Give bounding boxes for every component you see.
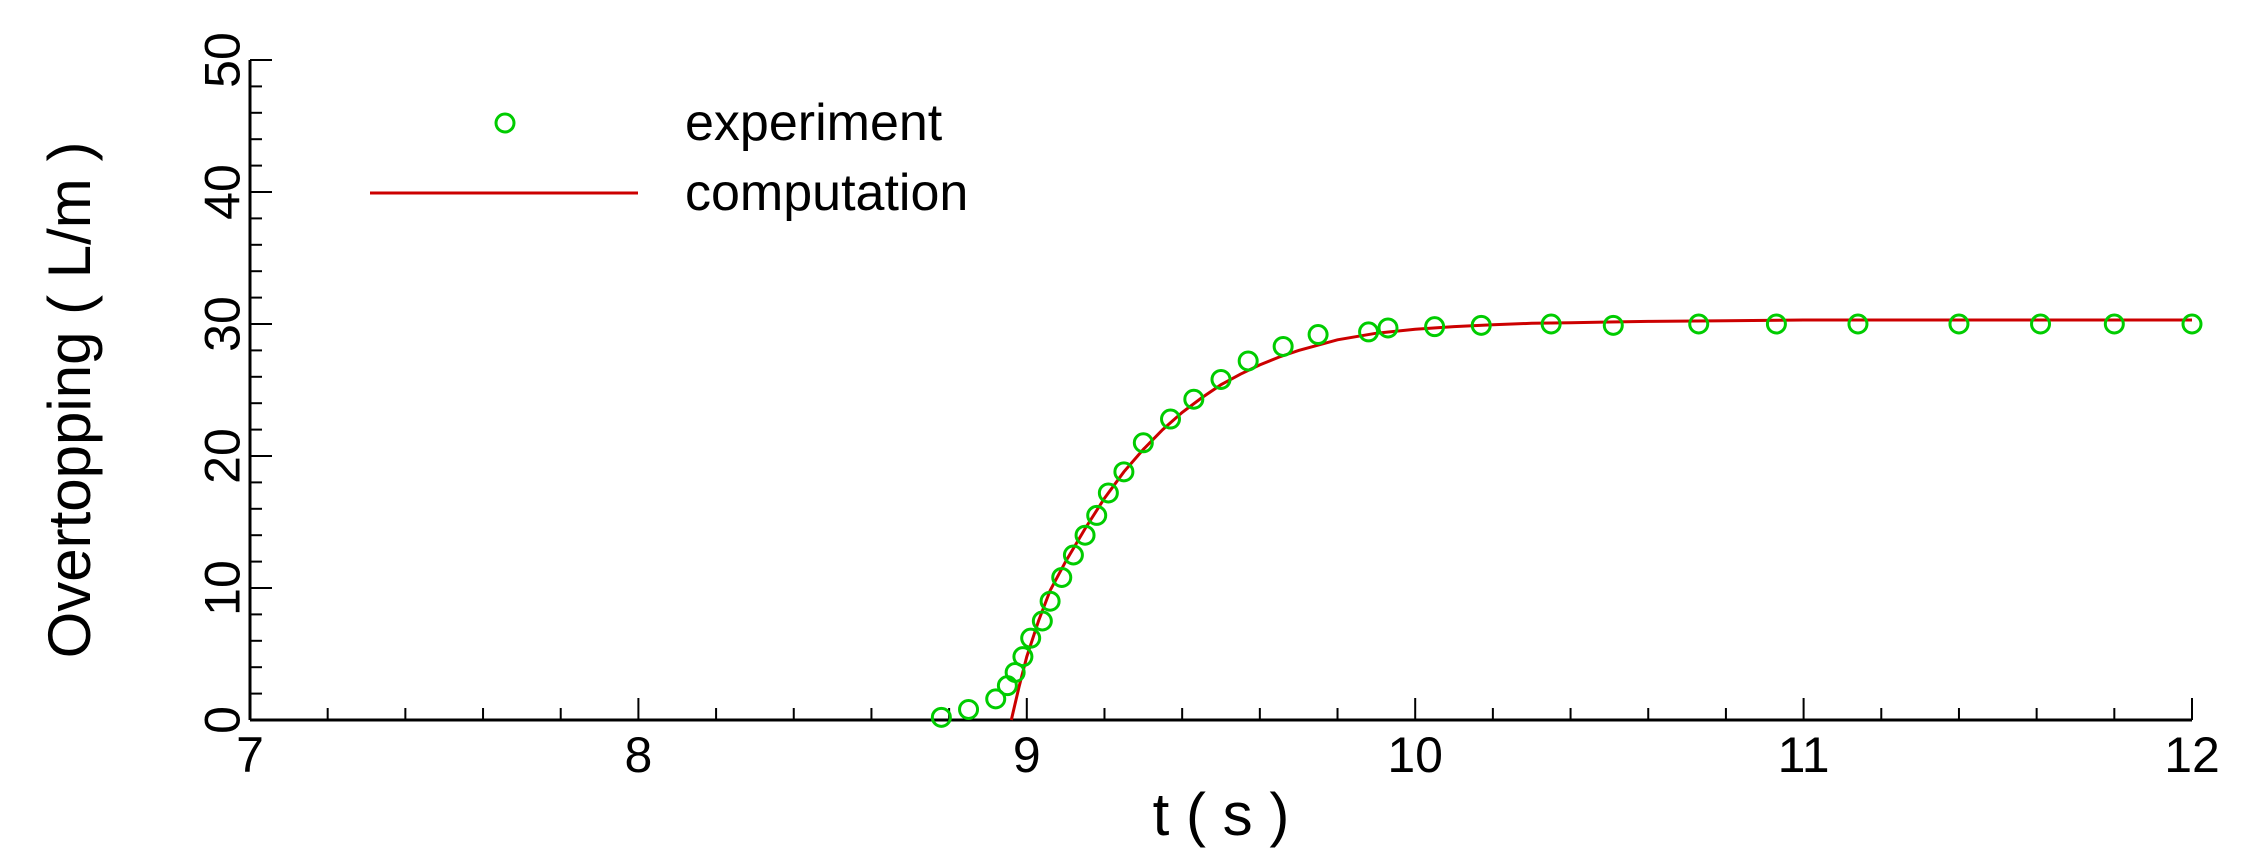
x-tick-label: 11: [1778, 727, 1830, 783]
experiment-point: [985, 688, 1007, 710]
experiment-point: [1540, 313, 1562, 335]
experiment-point: [1039, 590, 1061, 612]
experiment-point: [1132, 432, 1154, 454]
experiment-point: [1031, 610, 1053, 632]
experiment-point: [1237, 350, 1259, 372]
experiment-point: [1051, 566, 1073, 588]
experiment-point: [1210, 368, 1232, 390]
legend-computation-label: computation: [685, 164, 968, 222]
experiment-point: [1062, 544, 1084, 566]
experiment-point: [1097, 482, 1119, 504]
experiment-point: [1470, 314, 1492, 336]
experiment-point: [1948, 313, 1970, 335]
y-tick-label: 20: [195, 428, 251, 484]
y-tick-label: 50: [195, 32, 251, 88]
experiment-point: [1602, 314, 1624, 336]
experiment-point: [1074, 524, 1096, 546]
y-tick-label: 0: [195, 706, 251, 734]
experiment-point: [1424, 316, 1446, 338]
computation-line: [1009, 318, 2192, 721]
y-tick-label: 30: [195, 296, 251, 352]
series: [930, 313, 2203, 728]
experiment-point: [2103, 313, 2125, 335]
experiment-point: [958, 698, 980, 720]
experiment-point: [1020, 627, 1042, 649]
legend-experiment-marker: [494, 112, 516, 134]
x-tick-label: 10: [1387, 727, 1443, 783]
x-tick-label: 12: [2164, 727, 2220, 783]
experiment-point: [1012, 646, 1034, 668]
x-tick-label: 9: [1013, 727, 1041, 783]
x-tick-label: 8: [624, 727, 652, 783]
y-tick-label: 40: [195, 164, 251, 220]
y-axis-title: Overtopping ( L/m ): [36, 142, 103, 659]
experiment-point: [1183, 388, 1205, 410]
experiment-point: [2030, 313, 2052, 335]
experiment-point: [1377, 317, 1399, 339]
experiment-point: [1113, 461, 1135, 483]
experiment-point: [1765, 313, 1787, 335]
x-tick-label: 7: [236, 727, 264, 783]
experiment-point: [1847, 313, 1869, 335]
axes: [248, 60, 2192, 722]
legend-experiment-label: experiment: [685, 94, 943, 152]
experiment-point: [1160, 408, 1182, 430]
experiment-point: [1307, 324, 1329, 346]
legend: experiment computation: [370, 94, 968, 222]
x-axis-title: t ( s ): [1153, 781, 1290, 848]
experiment-point: [1086, 504, 1108, 526]
experiment-point: [2181, 313, 2203, 335]
ticks: 7 8 9 10 11 12 0 10 20 30 40 50: [195, 32, 2220, 783]
experiment-point: [1688, 313, 1710, 335]
experiment-point: [1272, 335, 1294, 357]
experiment-point: [930, 706, 952, 728]
experiment-point: [1358, 321, 1380, 343]
y-tick-label: 10: [195, 560, 251, 616]
